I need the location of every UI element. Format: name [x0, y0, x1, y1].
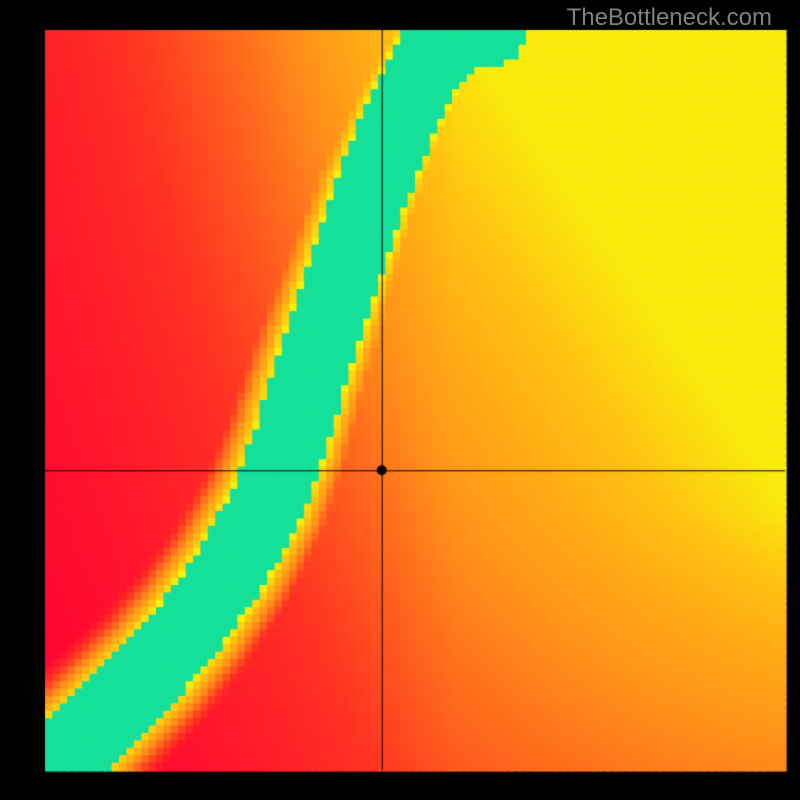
- bottleneck-heatmap: [0, 0, 800, 800]
- chart-container: TheBottleneck.com: [0, 0, 800, 800]
- watermark-text: TheBottleneck.com: [567, 4, 772, 32]
